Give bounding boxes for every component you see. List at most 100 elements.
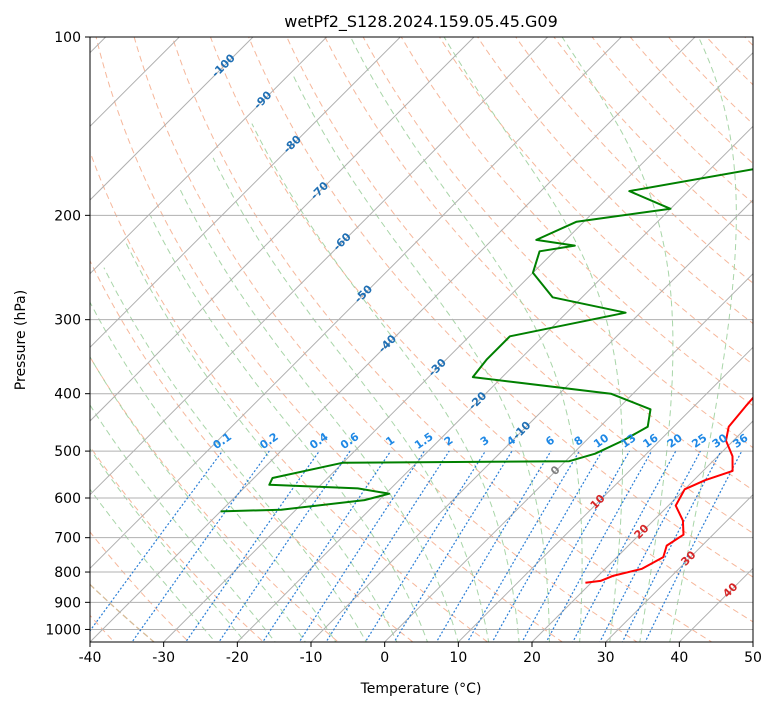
dry-adiabat-line — [438, 37, 753, 366]
mixing-ratio-line — [491, 450, 603, 642]
mixing-ratio-label: 25 — [689, 431, 709, 450]
isotherm-line — [90, 37, 696, 642]
x-tick-label: 40 — [670, 650, 688, 666]
x-tick-label: -10 — [300, 650, 323, 666]
isotherm-line — [236, 125, 753, 642]
dry-adiabat-line — [667, 37, 753, 125]
mixing-ratio-line — [545, 450, 653, 642]
mixing-ratio-label: 3 — [478, 434, 492, 449]
dry-adiabat-line — [286, 37, 753, 534]
mixing-ratio-label: 1.5 — [412, 430, 435, 452]
dry-adiabat-line — [90, 356, 339, 642]
mixing-ratio-label: 1 — [383, 434, 397, 449]
dry-adiabat-line — [248, 37, 753, 578]
isotherm-label: -70 — [308, 179, 331, 202]
y-tick-label: 1000 — [45, 622, 81, 638]
isotherm-line — [90, 37, 475, 422]
dry-adiabat-line — [400, 37, 753, 407]
x-tick-label: 20 — [523, 650, 541, 666]
temperature-profile-line — [585, 396, 753, 584]
y-tick-label: 700 — [54, 531, 81, 547]
isotherm-line — [90, 37, 549, 496]
y-axis-title: Pressure (hPa) — [13, 290, 29, 390]
chart-title: wetPf2_S128.2024.159.05.45.G09 — [284, 12, 558, 32]
moist-adiabat-line — [251, 123, 520, 642]
dry-adiabat-line — [90, 445, 265, 642]
moist-adiabat-line — [669, 37, 737, 642]
dry-adiabat-line — [515, 37, 753, 284]
isotherm-line — [752, 641, 753, 642]
x-tick-label: -40 — [79, 650, 102, 666]
isotherm-line — [604, 493, 753, 642]
y-tick-label: 400 — [54, 387, 81, 403]
dry-adiabat-line — [591, 37, 753, 204]
mixing-ratio-label: 0.1 — [211, 430, 234, 452]
dry-adiabat-line — [171, 37, 713, 642]
y-tick-label: 900 — [54, 595, 81, 611]
y-tick-label: 200 — [54, 208, 81, 224]
dry-adiabat-line — [770, 24, 775, 654]
dry-adiabat-line — [95, 37, 564, 642]
moist-adiabat-line — [443, 37, 623, 642]
y-tick-label: 300 — [54, 313, 81, 329]
isotherm-line — [531, 420, 753, 642]
moist-adiabat-line — [350, 37, 583, 642]
isotherm-line — [383, 272, 753, 642]
isotherm-label: -20 — [466, 389, 489, 412]
isotherm-line — [457, 346, 753, 642]
mixing-ratio-label: 20 — [665, 431, 685, 451]
moist-adiabat-line — [561, 37, 674, 642]
dry-adiabat-line — [362, 37, 753, 449]
mixing-ratio-line — [90, 450, 223, 632]
isotherm-line — [90, 37, 623, 570]
mixing-ratio-label: 8 — [572, 434, 586, 449]
x-axis-title: Temperature (°C) — [360, 681, 482, 697]
x-tick-label: -20 — [226, 650, 249, 666]
dry-adiabat-line — [553, 37, 753, 244]
mixing-ratio-line — [435, 450, 552, 642]
moist-adiabat-line — [103, 267, 367, 642]
mixing-ratio-line — [621, 450, 722, 642]
y-tick-label: 600 — [54, 491, 81, 507]
y-tick-label: 500 — [54, 444, 81, 460]
moist-adiabat-line — [90, 355, 307, 642]
mixing-ratio-line — [325, 450, 450, 642]
x-tick-label: 0 — [380, 650, 389, 666]
dry-adiabat-line — [744, 37, 753, 47]
mixing-ratio-line — [466, 450, 580, 642]
isotherm-line — [90, 37, 402, 349]
isotherm-line — [310, 199, 753, 642]
plot-area — [90, 24, 775, 654]
dry-adiabat-line — [90, 259, 414, 642]
mixing-ratio-label: 0.4 — [307, 430, 331, 452]
y-tick-label: 800 — [54, 565, 81, 581]
mixing-ratio-line — [298, 450, 425, 642]
axis-ticks: -40 -30 -20 -10 0 10 20 30 40 5010020030040050060… — [45, 30, 762, 666]
mixing-ratio-line — [393, 450, 513, 642]
mixing-ratio-line — [218, 450, 351, 642]
moist-adiabat-line — [124, 239, 398, 642]
moist-adiabat-line — [90, 301, 337, 642]
dry-adiabat-line — [90, 150, 489, 642]
mixing-ratio-label: 16 — [641, 431, 661, 451]
moist-adiabat-line — [90, 447, 246, 642]
dry-adiabat-line — [209, 37, 753, 623]
mixing-ratio-line — [262, 450, 392, 642]
dry-adiabat-line — [90, 531, 190, 642]
y-tick-label: 100 — [54, 30, 81, 46]
mixing-ratio-line — [521, 450, 631, 642]
dry-adiabat-line — [629, 37, 753, 165]
x-tick-label: 10 — [449, 650, 467, 666]
x-tick-label: 50 — [744, 650, 762, 666]
mixing-ratio-line — [131, 450, 270, 642]
dry-adiabat-line — [324, 37, 753, 491]
moist-adiabat-line — [291, 72, 550, 642]
isotherm-line — [90, 37, 328, 275]
x-tick-label: -30 — [152, 650, 175, 666]
dry-adiabat-line — [705, 37, 753, 86]
mixing-ratio-line — [599, 450, 702, 642]
mixing-ratio-label: 2 — [442, 434, 456, 449]
moist-adiabat-line — [179, 187, 459, 642]
